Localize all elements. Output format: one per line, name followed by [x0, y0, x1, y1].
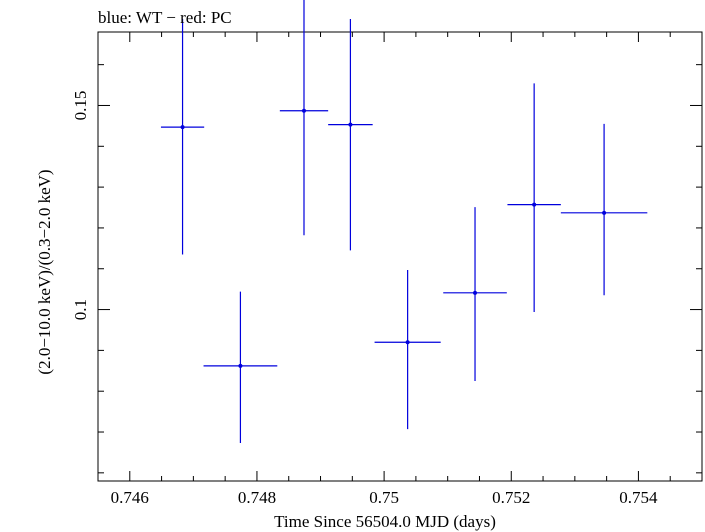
- y-tick-label: 0.1: [71, 299, 90, 320]
- data-point: [279, 0, 329, 236]
- data-point: [507, 83, 561, 313]
- x-tick-label: 0.752: [492, 488, 530, 507]
- point-marker: [180, 125, 185, 130]
- data-point: [203, 291, 278, 444]
- x-tick-label: 0.754: [619, 488, 658, 507]
- x-tick-label: 0.746: [111, 488, 149, 507]
- plot-frame: [97, 31, 703, 482]
- x-axis-label: Time Since 56504.0 MJD (days): [274, 512, 496, 531]
- point-marker: [405, 340, 410, 345]
- point-marker: [473, 290, 478, 295]
- data-point: [160, 18, 205, 255]
- y-axis-ticks: 0.1 0.15: [71, 64, 702, 474]
- data-point: [560, 123, 648, 296]
- point-marker: [301, 108, 306, 113]
- y-axis-label: (2.0−10.0 keV)/(0.3−2.0 keV): [35, 169, 54, 374]
- point-marker: [348, 122, 353, 127]
- point-marker: [602, 210, 607, 215]
- data-point: [328, 18, 373, 251]
- point-marker: [532, 202, 537, 207]
- point-marker: [238, 363, 243, 368]
- data-point: [443, 207, 507, 381]
- x-axis-ticks: 0.746 0.748 0.75 0.752 0.754: [111, 32, 703, 507]
- x-tick-label: 0.75: [369, 488, 399, 507]
- data-points: [160, 0, 648, 444]
- chart-title: blue: WT − red: PC: [98, 8, 232, 27]
- data-point: [374, 269, 441, 430]
- x-tick-label: 0.748: [238, 488, 276, 507]
- y-tick-label: 0.15: [71, 91, 90, 121]
